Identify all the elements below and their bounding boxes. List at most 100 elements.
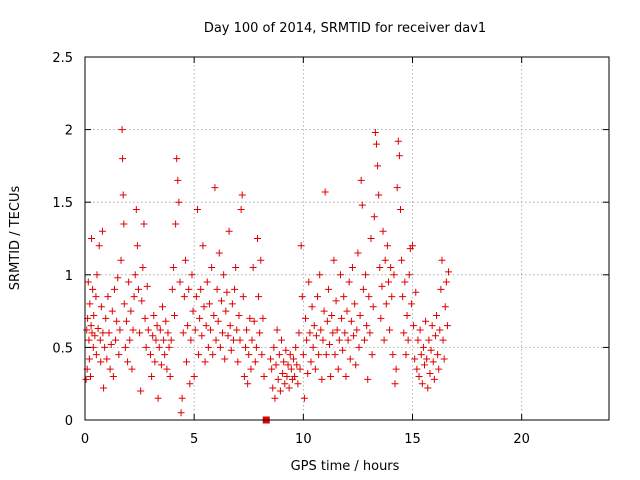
data-point xyxy=(238,191,246,199)
data-point xyxy=(268,365,276,373)
data-point xyxy=(356,311,364,319)
data-point xyxy=(222,307,230,315)
data-point xyxy=(118,126,126,134)
data-point xyxy=(281,380,289,388)
x-tick-label: 0 xyxy=(81,432,89,447)
data-point xyxy=(177,409,185,417)
data-point xyxy=(387,264,395,272)
data-point xyxy=(117,256,125,264)
data-point xyxy=(224,332,232,340)
data-point xyxy=(271,394,279,402)
plot-frame xyxy=(84,56,610,421)
data-point xyxy=(321,188,329,196)
data-point xyxy=(328,311,336,319)
data-point xyxy=(138,297,146,305)
data-point xyxy=(270,343,278,351)
data-point xyxy=(307,358,315,366)
data-point xyxy=(113,317,121,325)
data-point xyxy=(204,343,212,351)
data-point xyxy=(374,162,382,170)
data-point xyxy=(256,329,264,337)
data-point xyxy=(362,271,370,279)
data-point xyxy=(388,293,396,301)
data-point xyxy=(305,278,313,286)
data-point xyxy=(294,380,302,388)
data-point xyxy=(178,394,186,402)
data-point xyxy=(84,278,92,286)
data-point xyxy=(109,372,117,380)
data-point xyxy=(324,285,332,293)
data-point xyxy=(165,343,173,351)
data-point xyxy=(317,326,325,334)
data-point xyxy=(173,155,181,163)
data-point xyxy=(378,282,386,290)
data-point xyxy=(120,300,128,308)
data-point xyxy=(171,311,179,319)
data-point xyxy=(354,249,362,257)
data-point xyxy=(125,278,133,286)
data-point xyxy=(331,351,339,359)
data-point xyxy=(316,271,324,279)
data-point xyxy=(248,336,256,344)
data-point xyxy=(180,293,188,301)
data-point xyxy=(115,351,123,359)
data-point xyxy=(202,322,210,330)
data-point xyxy=(201,358,209,366)
data-point xyxy=(343,307,351,315)
data-point xyxy=(320,307,328,315)
data-point xyxy=(207,326,215,334)
data-point xyxy=(416,326,424,334)
data-point xyxy=(132,205,140,213)
data-point xyxy=(352,361,360,369)
data-point xyxy=(342,372,350,380)
data-point xyxy=(429,358,437,366)
data-point xyxy=(293,361,301,369)
data-point xyxy=(166,372,174,380)
data-point xyxy=(245,351,253,359)
data-point xyxy=(209,351,217,359)
data-point xyxy=(200,303,208,311)
x-tick-label: 10 xyxy=(295,432,312,447)
data-point xyxy=(291,372,299,380)
data-point xyxy=(121,343,129,351)
data-point xyxy=(94,325,102,333)
data-point xyxy=(155,343,163,351)
data-point xyxy=(380,336,388,344)
data-point xyxy=(221,355,229,363)
data-point xyxy=(179,329,187,337)
data-point xyxy=(92,351,100,359)
data-point xyxy=(160,336,168,344)
data-point xyxy=(284,361,292,369)
data-point xyxy=(372,140,380,148)
data-point xyxy=(212,336,220,344)
data-point xyxy=(89,285,97,293)
data-point xyxy=(364,375,372,383)
data-point xyxy=(205,300,213,308)
data-point xyxy=(298,293,306,301)
data-point xyxy=(253,235,261,242)
data-point xyxy=(217,297,225,305)
data-point xyxy=(438,256,446,264)
y-tick-label: 1 xyxy=(65,269,73,284)
data-point xyxy=(106,365,114,373)
data-point xyxy=(443,322,451,330)
data-point xyxy=(434,351,442,359)
data-point xyxy=(389,351,397,359)
data-point xyxy=(196,314,204,322)
data-point xyxy=(283,372,291,380)
data-point xyxy=(439,336,447,344)
data-point xyxy=(365,293,373,301)
data-point xyxy=(348,264,356,272)
data-point xyxy=(258,351,266,359)
data-point xyxy=(285,384,293,392)
data-point xyxy=(419,343,427,351)
data-point xyxy=(163,365,171,373)
data-point xyxy=(330,256,338,264)
data-point xyxy=(120,220,128,228)
data-point xyxy=(235,311,243,319)
data-point xyxy=(347,317,355,325)
data-point xyxy=(393,184,401,192)
data-point xyxy=(259,314,267,322)
data-point xyxy=(315,351,323,359)
data-point xyxy=(437,285,445,293)
